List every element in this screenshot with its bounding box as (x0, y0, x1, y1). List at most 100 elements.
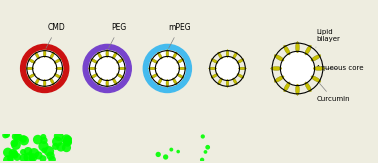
Point (46, 150, 52, 153)
Ellipse shape (237, 74, 244, 78)
Ellipse shape (233, 52, 237, 59)
Point (163, 156, 169, 158)
Point (5, 159, 11, 162)
Ellipse shape (91, 59, 98, 63)
Text: mPEG: mPEG (168, 23, 191, 48)
Circle shape (155, 57, 179, 80)
Ellipse shape (296, 42, 299, 53)
Point (48, 154, 54, 157)
Circle shape (33, 57, 57, 80)
Ellipse shape (118, 67, 126, 70)
Point (13, 135, 19, 138)
Point (40, 136, 46, 138)
Ellipse shape (149, 67, 156, 70)
Point (15, 136, 21, 139)
Ellipse shape (54, 59, 61, 63)
Circle shape (89, 51, 125, 86)
Ellipse shape (284, 45, 290, 55)
Ellipse shape (112, 78, 117, 85)
Ellipse shape (311, 76, 321, 82)
Ellipse shape (313, 67, 324, 70)
Ellipse shape (54, 74, 61, 78)
Ellipse shape (173, 78, 177, 85)
Circle shape (95, 57, 119, 80)
Point (56, 135, 62, 137)
Ellipse shape (151, 59, 158, 63)
Point (30, 156, 36, 159)
Point (12, 154, 18, 157)
Point (31, 152, 37, 155)
Ellipse shape (26, 67, 34, 70)
Ellipse shape (237, 59, 244, 63)
Ellipse shape (177, 74, 184, 78)
Text: Curcumin: Curcumin (316, 81, 350, 102)
Ellipse shape (305, 82, 311, 92)
Text: Lipid
bilayer: Lipid bilayer (316, 29, 340, 47)
Point (203, 151, 209, 153)
Point (41, 139, 47, 142)
Ellipse shape (173, 52, 177, 59)
Circle shape (149, 51, 185, 86)
Ellipse shape (91, 74, 98, 78)
Point (168, 148, 174, 151)
Point (29, 158, 36, 161)
Ellipse shape (151, 74, 158, 78)
Ellipse shape (284, 82, 290, 92)
Circle shape (280, 52, 314, 85)
Ellipse shape (177, 59, 184, 63)
Point (49, 158, 55, 161)
Ellipse shape (166, 50, 169, 57)
Point (53, 145, 59, 148)
Circle shape (21, 44, 69, 93)
Ellipse shape (35, 78, 39, 85)
Ellipse shape (43, 50, 46, 57)
Ellipse shape (218, 52, 222, 59)
Ellipse shape (226, 80, 229, 87)
Ellipse shape (226, 50, 229, 57)
Point (199, 158, 205, 161)
Point (5, 151, 11, 154)
Ellipse shape (211, 59, 218, 63)
Point (11, 153, 17, 155)
Point (14, 156, 20, 158)
Text: PEG: PEG (108, 23, 127, 48)
Ellipse shape (88, 67, 96, 70)
Ellipse shape (35, 52, 39, 59)
Point (65, 139, 71, 142)
Circle shape (27, 51, 63, 86)
Point (64, 141, 70, 143)
Ellipse shape (274, 76, 284, 82)
Point (64, 138, 70, 141)
Point (10, 152, 16, 155)
Point (200, 135, 206, 138)
Ellipse shape (271, 67, 282, 70)
Ellipse shape (106, 80, 108, 87)
Point (36, 154, 42, 157)
Ellipse shape (56, 67, 64, 70)
Point (40, 157, 46, 160)
Point (20, 151, 26, 153)
Circle shape (215, 57, 239, 80)
Ellipse shape (166, 80, 169, 87)
Point (35, 138, 41, 141)
Ellipse shape (117, 59, 124, 63)
Ellipse shape (158, 78, 162, 85)
Ellipse shape (98, 78, 102, 85)
Point (204, 146, 211, 148)
Ellipse shape (117, 74, 124, 78)
Point (155, 153, 161, 156)
Ellipse shape (50, 52, 54, 59)
Point (8, 157, 14, 160)
Point (11, 142, 17, 145)
Text: CMD: CMD (46, 23, 65, 48)
Ellipse shape (211, 74, 218, 78)
Ellipse shape (233, 78, 237, 85)
Text: Aqueous core: Aqueous core (316, 66, 364, 71)
Ellipse shape (43, 80, 46, 87)
Ellipse shape (28, 59, 35, 63)
Point (54, 140, 60, 143)
Ellipse shape (296, 84, 299, 95)
Point (21, 157, 27, 160)
Point (4, 133, 10, 136)
Ellipse shape (178, 67, 186, 70)
